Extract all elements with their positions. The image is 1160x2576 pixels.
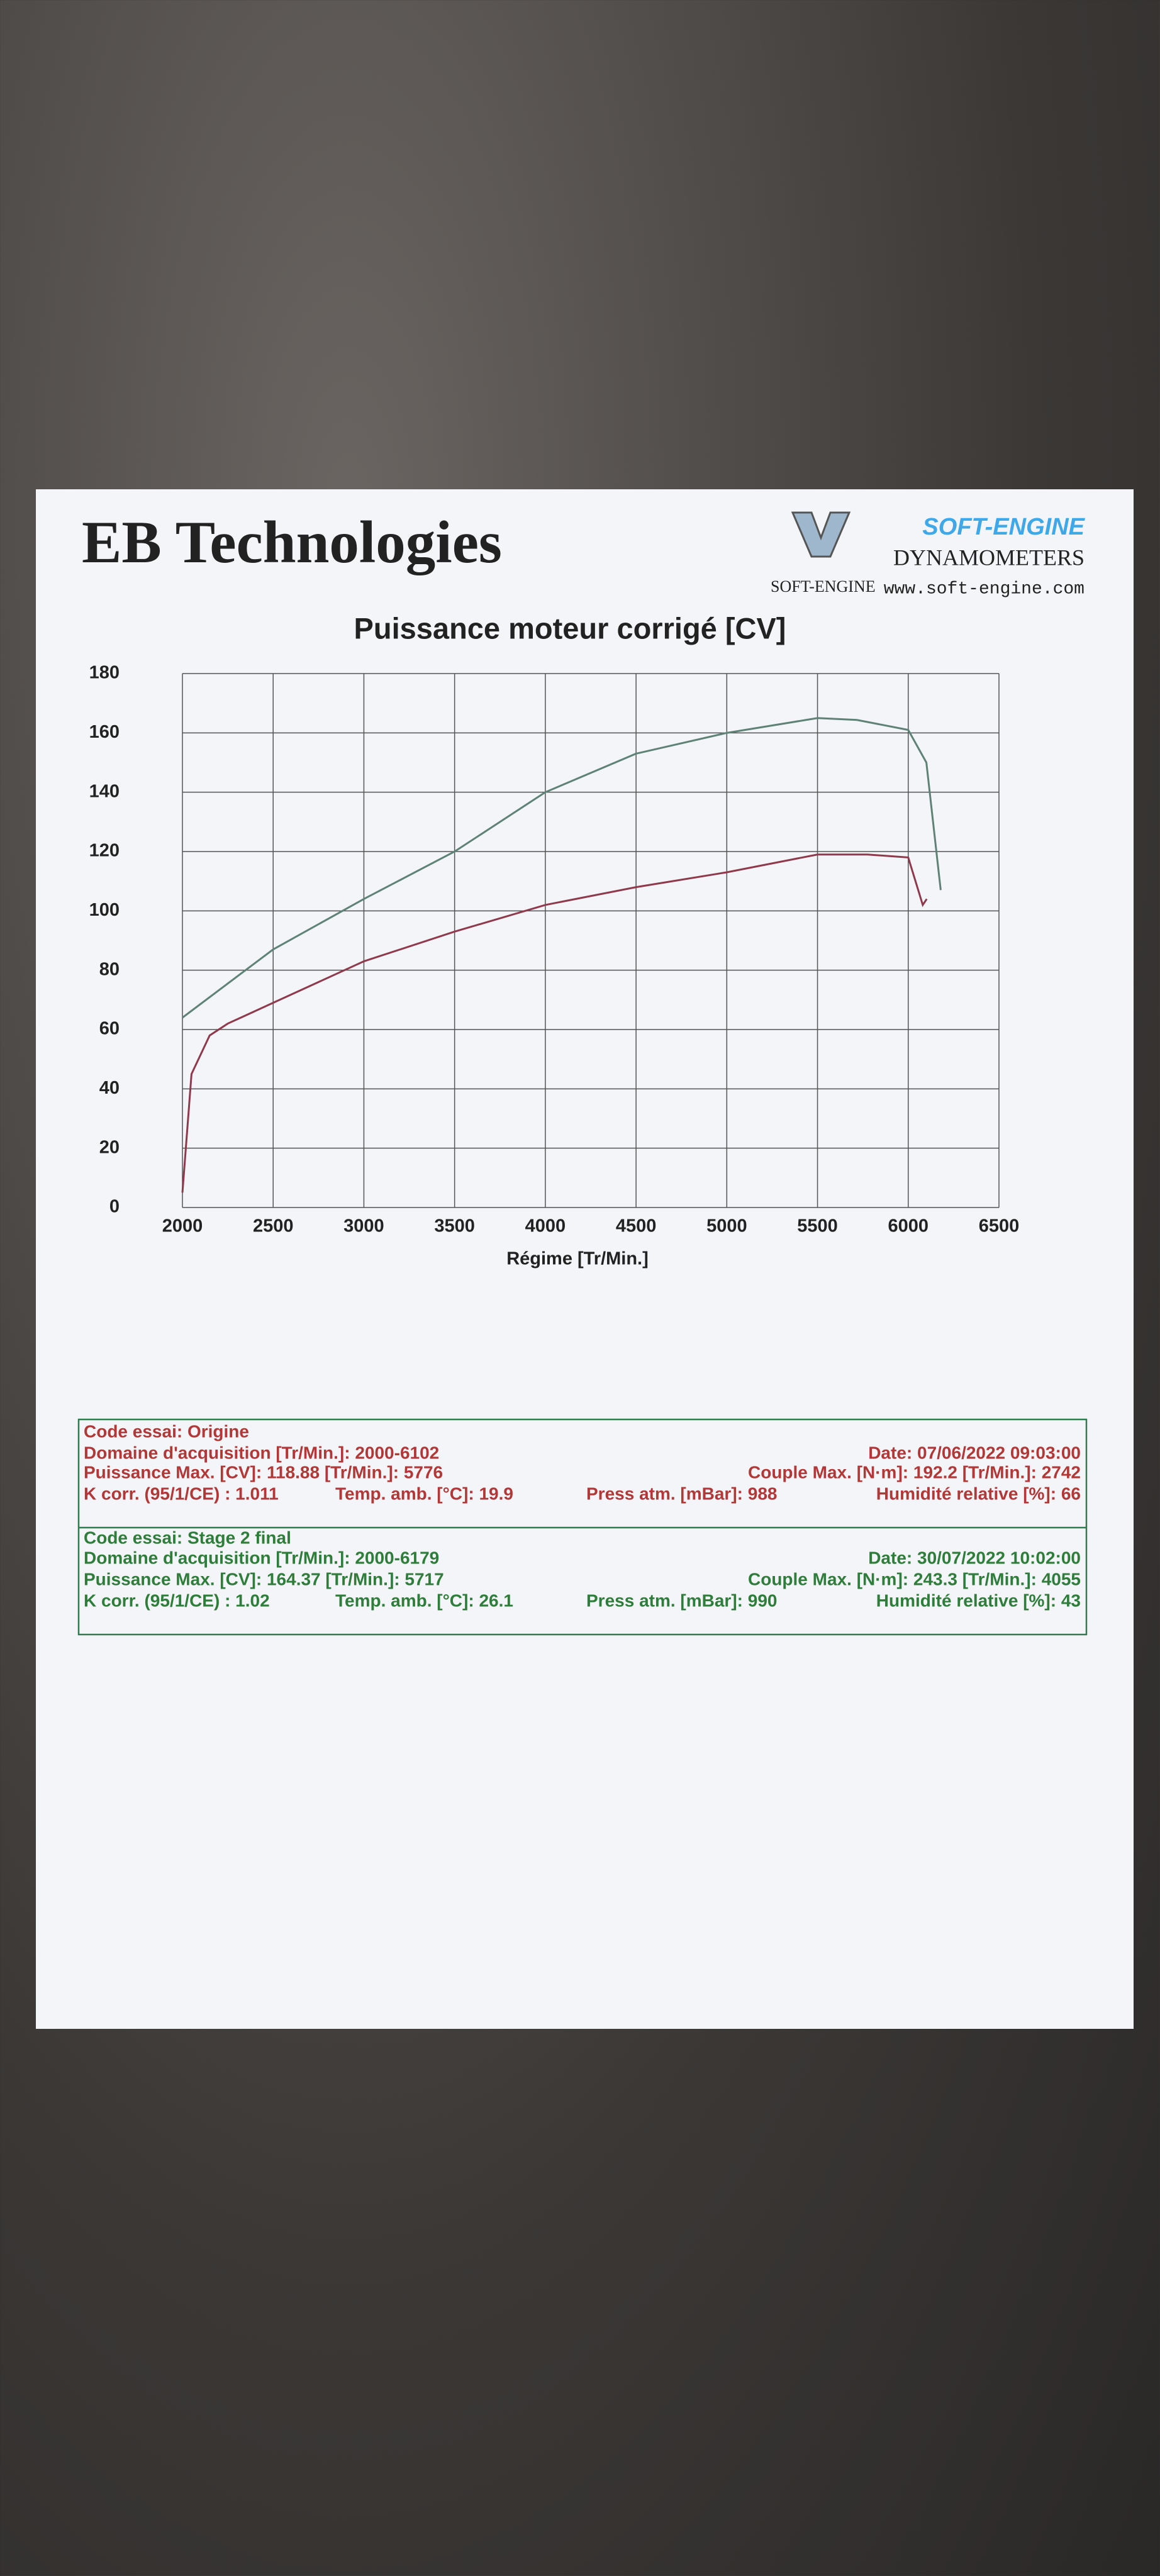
logo-brand: SOFT-ENGINE xyxy=(922,514,1085,540)
info-code: Code essai: Stage 2 final xyxy=(84,1528,291,1547)
info-torque: Couple Max. [N·m]: 243.3 [Tr/Min.]: 4055 xyxy=(748,1569,1081,1589)
info-power: Puissance Max. [CV]: 164.37 [Tr/Min.]: 5… xyxy=(84,1569,444,1589)
info-domain: Domaine d'acquisition [Tr/Min.]: 2000-61… xyxy=(84,1443,439,1462)
info-code: Code essai: Origine xyxy=(84,1421,249,1441)
info-temp: Temp. amb. [°C]: 19.9 xyxy=(335,1484,513,1503)
y-tick-label: 120 xyxy=(89,841,120,861)
info-domain: Domaine d'acquisition [Tr/Min.]: 2000-61… xyxy=(84,1548,439,1567)
x-tick-label: 2000 xyxy=(162,1216,203,1236)
info-humidity: Humidité relative [%]: 43 xyxy=(876,1591,1081,1610)
y-tick-label: 40 xyxy=(99,1078,120,1098)
y-tick-label: 80 xyxy=(99,959,120,979)
x-tick-label: 5500 xyxy=(797,1216,838,1236)
power-curve xyxy=(182,717,942,1019)
plot: 0 20 40 60 80 100 120 140 160 180 2000 2500 3000 3500… xyxy=(89,663,1020,1236)
y-tick-label: 60 xyxy=(99,1019,120,1039)
info-press: Press atm. [mBar]: 988 xyxy=(586,1484,777,1503)
x-tick-label: 4000 xyxy=(525,1216,566,1236)
x-tick-label: 4500 xyxy=(616,1216,657,1236)
x-tick-label: 5000 xyxy=(706,1216,747,1236)
info-humidity: Humidité relative [%]: 66 xyxy=(876,1484,1081,1503)
paper xyxy=(36,489,1134,2029)
x-tick-label: 6500 xyxy=(979,1216,1020,1236)
logo-mark: SOFT-ENGINE xyxy=(771,577,876,596)
info-kcorr: K corr. (95/1/CE) : 1.02 xyxy=(84,1591,270,1610)
logo-url: www.soft-engine.com xyxy=(884,579,1085,599)
info-torque: Couple Max. [N·m]: 192.2 [Tr/Min.]: 2742 xyxy=(748,1462,1081,1482)
info-temp: Temp. amb. [°C]: 26.1 xyxy=(335,1591,513,1610)
logo-sub: DYNAMOMETERS xyxy=(893,545,1085,570)
info: Code essai: Origine Domaine d'acquisition… xyxy=(84,1421,1081,1610)
x-tick-label: 2500 xyxy=(253,1216,294,1236)
x-tick-label: 3500 xyxy=(434,1216,475,1236)
x-tick-label: 6000 xyxy=(888,1216,929,1236)
info-date: Date: 07/06/2022 09:03:00 xyxy=(868,1443,1081,1462)
y-tick-label: 0 xyxy=(109,1197,120,1217)
info-kcorr: K corr. (95/1/CE) : 1.011 xyxy=(84,1484,279,1503)
info-press: Press atm. [mBar]: 990 xyxy=(586,1591,777,1610)
company: EB Technologies xyxy=(82,509,502,575)
info-power: Puissance Max. [CV]: 118.88 [Tr/Min.]: 5… xyxy=(84,1462,443,1482)
y-tick-label: 160 xyxy=(89,722,120,742)
logo-icon xyxy=(791,511,851,558)
chart-title: Puissance moteur corrigé [CV] xyxy=(354,611,786,645)
x-tick-label: 3000 xyxy=(343,1216,384,1236)
info-date: Date: 30/07/2022 10:02:00 xyxy=(868,1548,1081,1567)
y-tick-label: 180 xyxy=(89,663,120,683)
y-tick-label: 140 xyxy=(89,781,120,801)
y-tick-label: 20 xyxy=(99,1137,120,1157)
x-axis-label: Régime [Tr/Min.] xyxy=(506,1249,649,1269)
power-curve xyxy=(181,853,928,1193)
y-tick-label: 100 xyxy=(89,900,120,920)
